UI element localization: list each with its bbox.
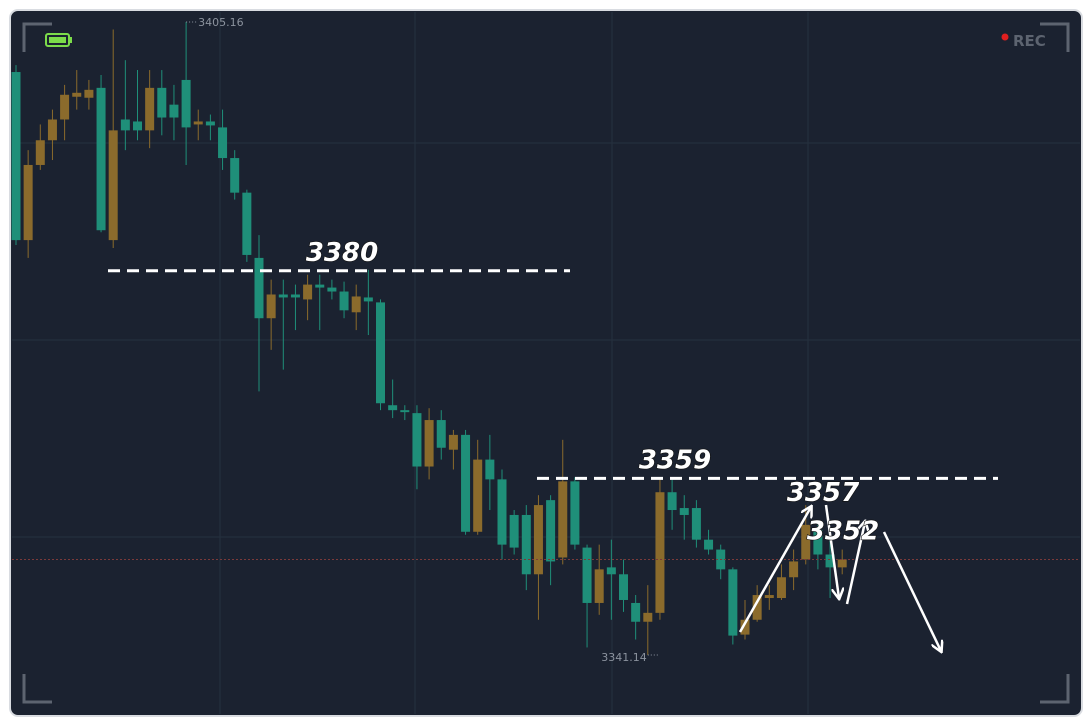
battery-body [45, 33, 70, 47]
candle-body [72, 92, 82, 97]
projection-arrows [738, 504, 941, 651]
candle-body [11, 72, 21, 241]
candle-body [679, 508, 689, 515]
battery-icon [45, 33, 72, 47]
arrow [738, 507, 811, 633]
candle-body [400, 410, 410, 413]
candle-body [533, 505, 543, 575]
candle-body [230, 158, 240, 193]
candle-body [728, 569, 738, 636]
candle-body [789, 561, 799, 578]
arrow [824, 504, 839, 598]
candle-body [351, 296, 361, 313]
candle-body [412, 413, 422, 467]
annotations: 3405.16 3341.14 3380 3359 3357 3352 [108, 16, 998, 664]
candle-body [643, 612, 653, 622]
candle-body [388, 405, 398, 411]
candle-body [546, 500, 556, 562]
candle-body [521, 514, 531, 575]
candle-body [436, 420, 446, 448]
candle-body [47, 119, 57, 141]
candle-body [145, 87, 155, 131]
corner-brackets [22, 22, 1070, 704]
arrow [845, 522, 865, 605]
candle-body [424, 420, 434, 467]
candle-body [363, 297, 373, 302]
rec-label: REC [1013, 32, 1046, 50]
corner [1040, 22, 1070, 52]
target-label: 3357 [787, 478, 860, 508]
candle-body [376, 302, 385, 404]
candle-body [485, 459, 495, 480]
level-label: 3359 [639, 445, 711, 475]
candle-body [278, 294, 288, 298]
candle-body [84, 89, 94, 98]
candle-body [23, 164, 33, 241]
battery-level [49, 37, 66, 43]
candle-body [303, 284, 313, 300]
level-label: 3380 [306, 238, 378, 268]
candle-body [120, 119, 130, 131]
candle-body [825, 554, 835, 568]
candle-body [740, 619, 750, 635]
candle-body [315, 284, 325, 288]
candle-body [582, 547, 592, 603]
candle-body [473, 459, 483, 532]
corner [22, 674, 52, 704]
candle-body [606, 567, 616, 575]
candle-body [667, 492, 677, 511]
battery-tip [70, 37, 72, 43]
candle-body [764, 595, 774, 599]
candle-body [813, 529, 823, 555]
candle-body [242, 192, 252, 255]
candle-body [254, 257, 264, 319]
low-label: 3341.14 [601, 651, 647, 664]
candle-body [327, 287, 337, 292]
candle-body [776, 577, 786, 599]
candle-body [509, 514, 519, 548]
candle-body [558, 481, 568, 558]
candle-body [266, 294, 276, 319]
candle-body [169, 104, 179, 118]
candle-body [691, 508, 701, 540]
target-label: 3352 [807, 517, 879, 547]
candle-body [704, 539, 714, 550]
candle-body [339, 291, 349, 311]
candle-body [631, 602, 641, 622]
candle-body [461, 434, 471, 532]
candle-body [205, 121, 215, 126]
candle-body [60, 94, 70, 120]
candle-body [96, 87, 106, 231]
rec-dot [1001, 33, 1009, 41]
plot [11, 22, 1080, 655]
candle-body [570, 481, 580, 545]
candle-body [448, 434, 458, 450]
candle-body [218, 127, 228, 159]
candle-body [619, 574, 628, 600]
candle-body [801, 524, 811, 560]
candle-body [157, 87, 167, 118]
corner [22, 22, 52, 52]
candle-body [193, 121, 203, 125]
candle-body [290, 294, 300, 298]
candle-body [133, 121, 142, 131]
candle-body [35, 140, 45, 165]
candle-body [655, 492, 665, 613]
candle-body [108, 130, 118, 241]
corner [1040, 674, 1070, 704]
candle-body [497, 479, 507, 545]
candle-body [594, 569, 604, 603]
high-label: 3405.16 [198, 16, 244, 29]
candle-body [181, 79, 191, 128]
candle-body [837, 559, 847, 568]
arrow [882, 531, 941, 651]
candle-body [752, 595, 762, 620]
